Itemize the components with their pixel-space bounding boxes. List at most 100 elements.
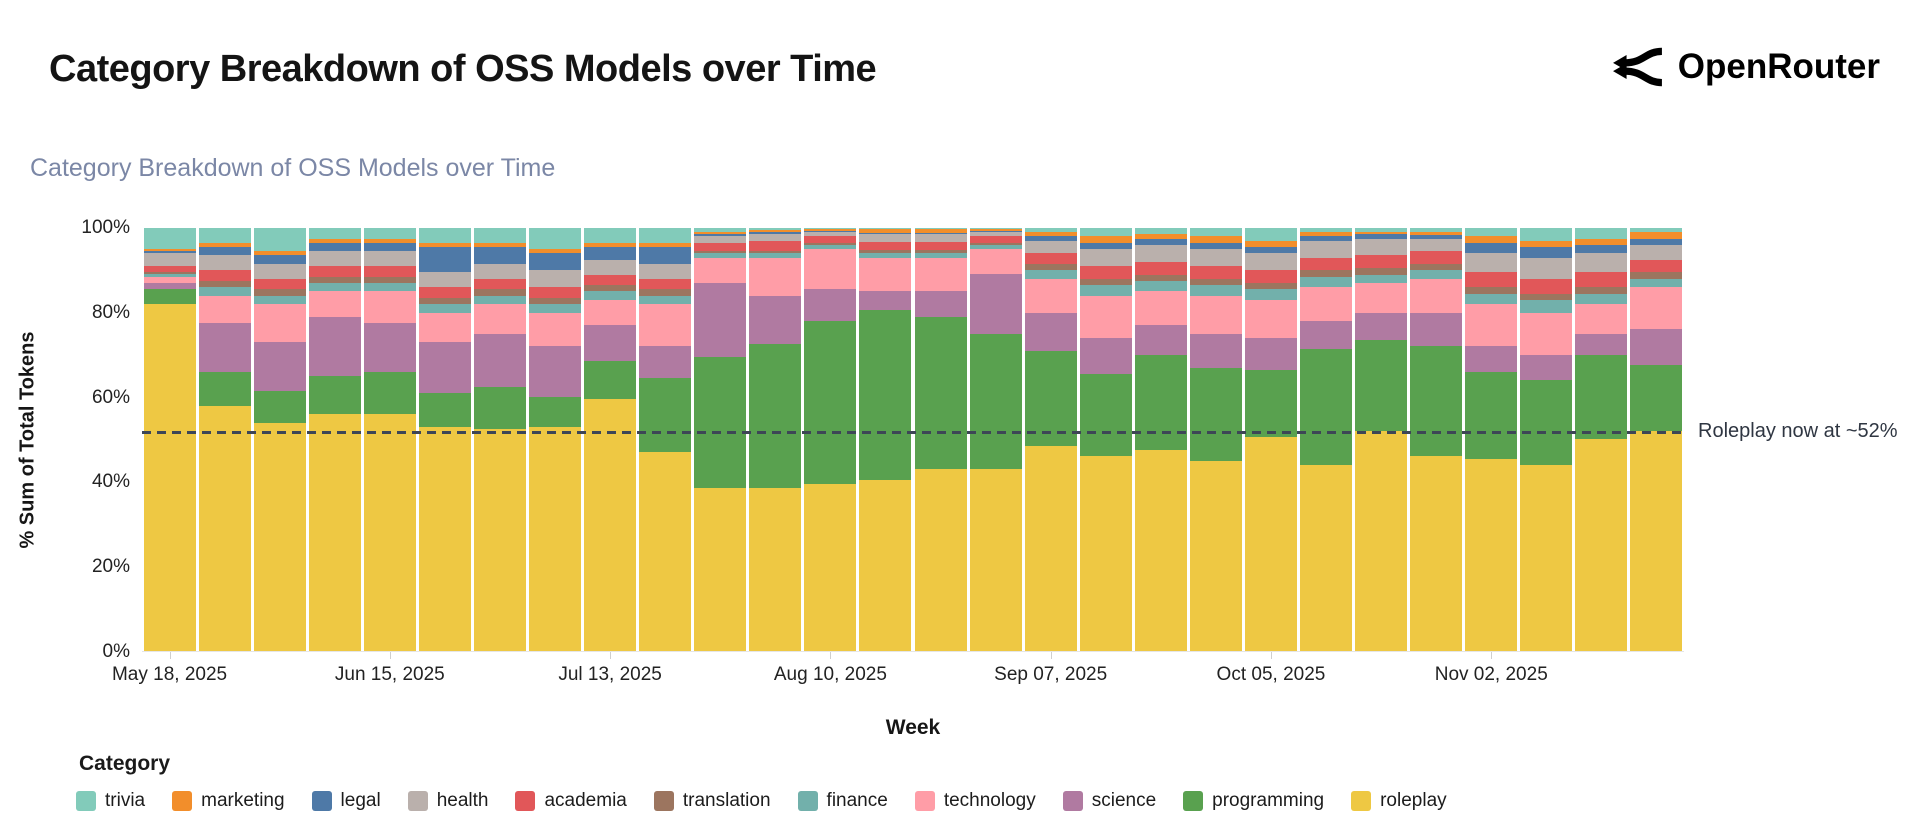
bar-segment-science[interactable] [749,295,802,345]
bar-segment-translation[interactable] [694,251,747,254]
bar-segment-translation[interactable] [308,276,361,283]
bar-segment-trivia[interactable] [639,227,692,243]
bar-segment-translation[interactable] [1244,283,1297,290]
bar-segment-roleplay[interactable] [914,469,967,651]
bar-segment-health[interactable] [969,232,1022,237]
bar-segment-technology[interactable] [694,257,747,283]
bar-segment-marketing[interactable] [969,229,1022,231]
bar-segment-trivia[interactable] [1465,228,1518,237]
bar-segment-academia[interactable] [1355,255,1408,269]
bar-segment-roleplay[interactable] [859,479,912,651]
bar-segment-health[interactable] [418,272,471,288]
bar-segment-academia[interactable] [1024,253,1077,264]
bar-segment-legal[interactable] [473,247,526,264]
bar-segment-programming[interactable] [1575,354,1628,440]
bar-segment-programming[interactable] [418,392,471,427]
bar-segment-trivia[interactable] [914,227,967,230]
bar-segment-roleplay[interactable] [1134,450,1187,651]
bar-segment-academia[interactable] [1079,266,1132,279]
bar-segment-marketing[interactable] [1465,236,1518,243]
bar-segment-roleplay[interactable] [1024,445,1077,651]
bar-segment-translation[interactable] [1189,278,1242,286]
bar-segment-programming[interactable] [529,397,582,427]
bar-segment-technology[interactable] [1189,295,1242,334]
bar-segment-finance[interactable] [418,304,471,313]
bar-segment-finance[interactable] [363,282,416,292]
bar-segment-programming[interactable] [198,371,251,406]
bar-segment-legal[interactable] [1575,244,1628,254]
bar-segment-marketing[interactable] [418,242,471,248]
bar-segment-technology[interactable] [1355,282,1408,313]
bar-segment-marketing[interactable] [1024,232,1077,237]
bar-segment-health[interactable] [253,263,306,279]
bar-segment-health[interactable] [529,270,582,288]
bar-segment-technology[interactable] [584,299,637,326]
bar-segment-programming[interactable] [253,390,306,423]
bar-segment-technology[interactable] [143,276,196,283]
bar-segment-legal[interactable] [363,242,416,252]
bar-segment-technology[interactable] [198,295,251,324]
bar-segment-science[interactable] [143,282,196,290]
bar-segment-science[interactable] [308,316,361,377]
bar-segment-programming[interactable] [1079,373,1132,457]
bar-segment-legal[interactable] [1244,247,1297,254]
bar-segment-technology[interactable] [1410,278,1463,313]
bar-segment-legal[interactable] [418,247,471,273]
bar-segment-academia[interactable] [1410,251,1463,264]
bar-segment-technology[interactable] [639,304,692,347]
bar-segment-health[interactable] [1134,244,1187,262]
bar-segment-finance[interactable] [1520,299,1573,313]
bar-segment-health[interactable] [1079,249,1132,267]
bar-segment-finance[interactable] [1300,276,1353,288]
bar-segment-science[interactable] [418,342,471,393]
bar-segment-roleplay[interactable] [1575,439,1628,651]
bar-segment-health[interactable] [1520,257,1573,279]
bar-segment-finance[interactable] [1410,270,1463,279]
bar-segment-legal[interactable] [1630,238,1683,245]
bar-segment-academia[interactable] [308,266,361,277]
bar-segment-programming[interactable] [143,289,196,305]
bar-segment-health[interactable] [914,234,967,242]
bar-segment-marketing[interactable] [143,249,196,252]
bar-segment-health[interactable] [639,263,692,279]
bar-segment-trivia[interactable] [1024,228,1077,233]
bar-segment-programming[interactable] [1300,348,1353,465]
legend-item-science[interactable]: science [1062,790,1156,812]
bar-segment-legal[interactable] [584,247,637,260]
bar-segment-trivia[interactable] [363,227,416,239]
bar-segment-roleplay[interactable] [1300,464,1353,651]
bar-segment-legal[interactable] [1134,238,1187,245]
bar-segment-trivia[interactable] [694,228,747,233]
bar-segment-legal[interactable] [143,251,196,254]
bar-segment-legal[interactable] [1024,236,1077,241]
bar-segment-translation[interactable] [1079,278,1132,286]
bar-segment-programming[interactable] [1189,367,1242,461]
bar-segment-roleplay[interactable] [418,426,471,651]
bar-segment-academia[interactable] [1575,272,1628,288]
bar-segment-marketing[interactable] [749,230,802,233]
bar-segment-finance[interactable] [473,295,526,305]
bar-segment-legal[interactable] [639,247,692,264]
bar-segment-finance[interactable] [969,244,1022,250]
bar-segment-science[interactable] [1079,337,1132,374]
bar-segment-science[interactable] [1134,325,1187,355]
bar-segment-programming[interactable] [1024,350,1077,446]
bar-segment-academia[interactable] [1134,261,1187,275]
bar-segment-marketing[interactable] [694,232,747,235]
bar-segment-academia[interactable] [1630,259,1683,273]
bar-segment-programming[interactable] [363,371,416,415]
bar-segment-academia[interactable] [529,287,582,298]
legend-item-legal[interactable]: legal [311,790,381,812]
bar-segment-translation[interactable] [1300,270,1353,277]
bar-segment-marketing[interactable] [1575,238,1628,245]
bar-segment-trivia[interactable] [143,227,196,250]
bar-segment-science[interactable] [363,323,416,372]
bar-segment-programming[interactable] [584,361,637,400]
bar-segment-roleplay[interactable] [143,304,196,651]
bar-segment-science[interactable] [584,325,637,362]
bar-segment-trivia[interactable] [1520,228,1573,241]
bar-segment-translation[interactable] [914,250,967,253]
bar-segment-science[interactable] [694,282,747,357]
legend-item-technology[interactable]: technology [914,790,1036,812]
bar-segment-trivia[interactable] [749,227,802,231]
